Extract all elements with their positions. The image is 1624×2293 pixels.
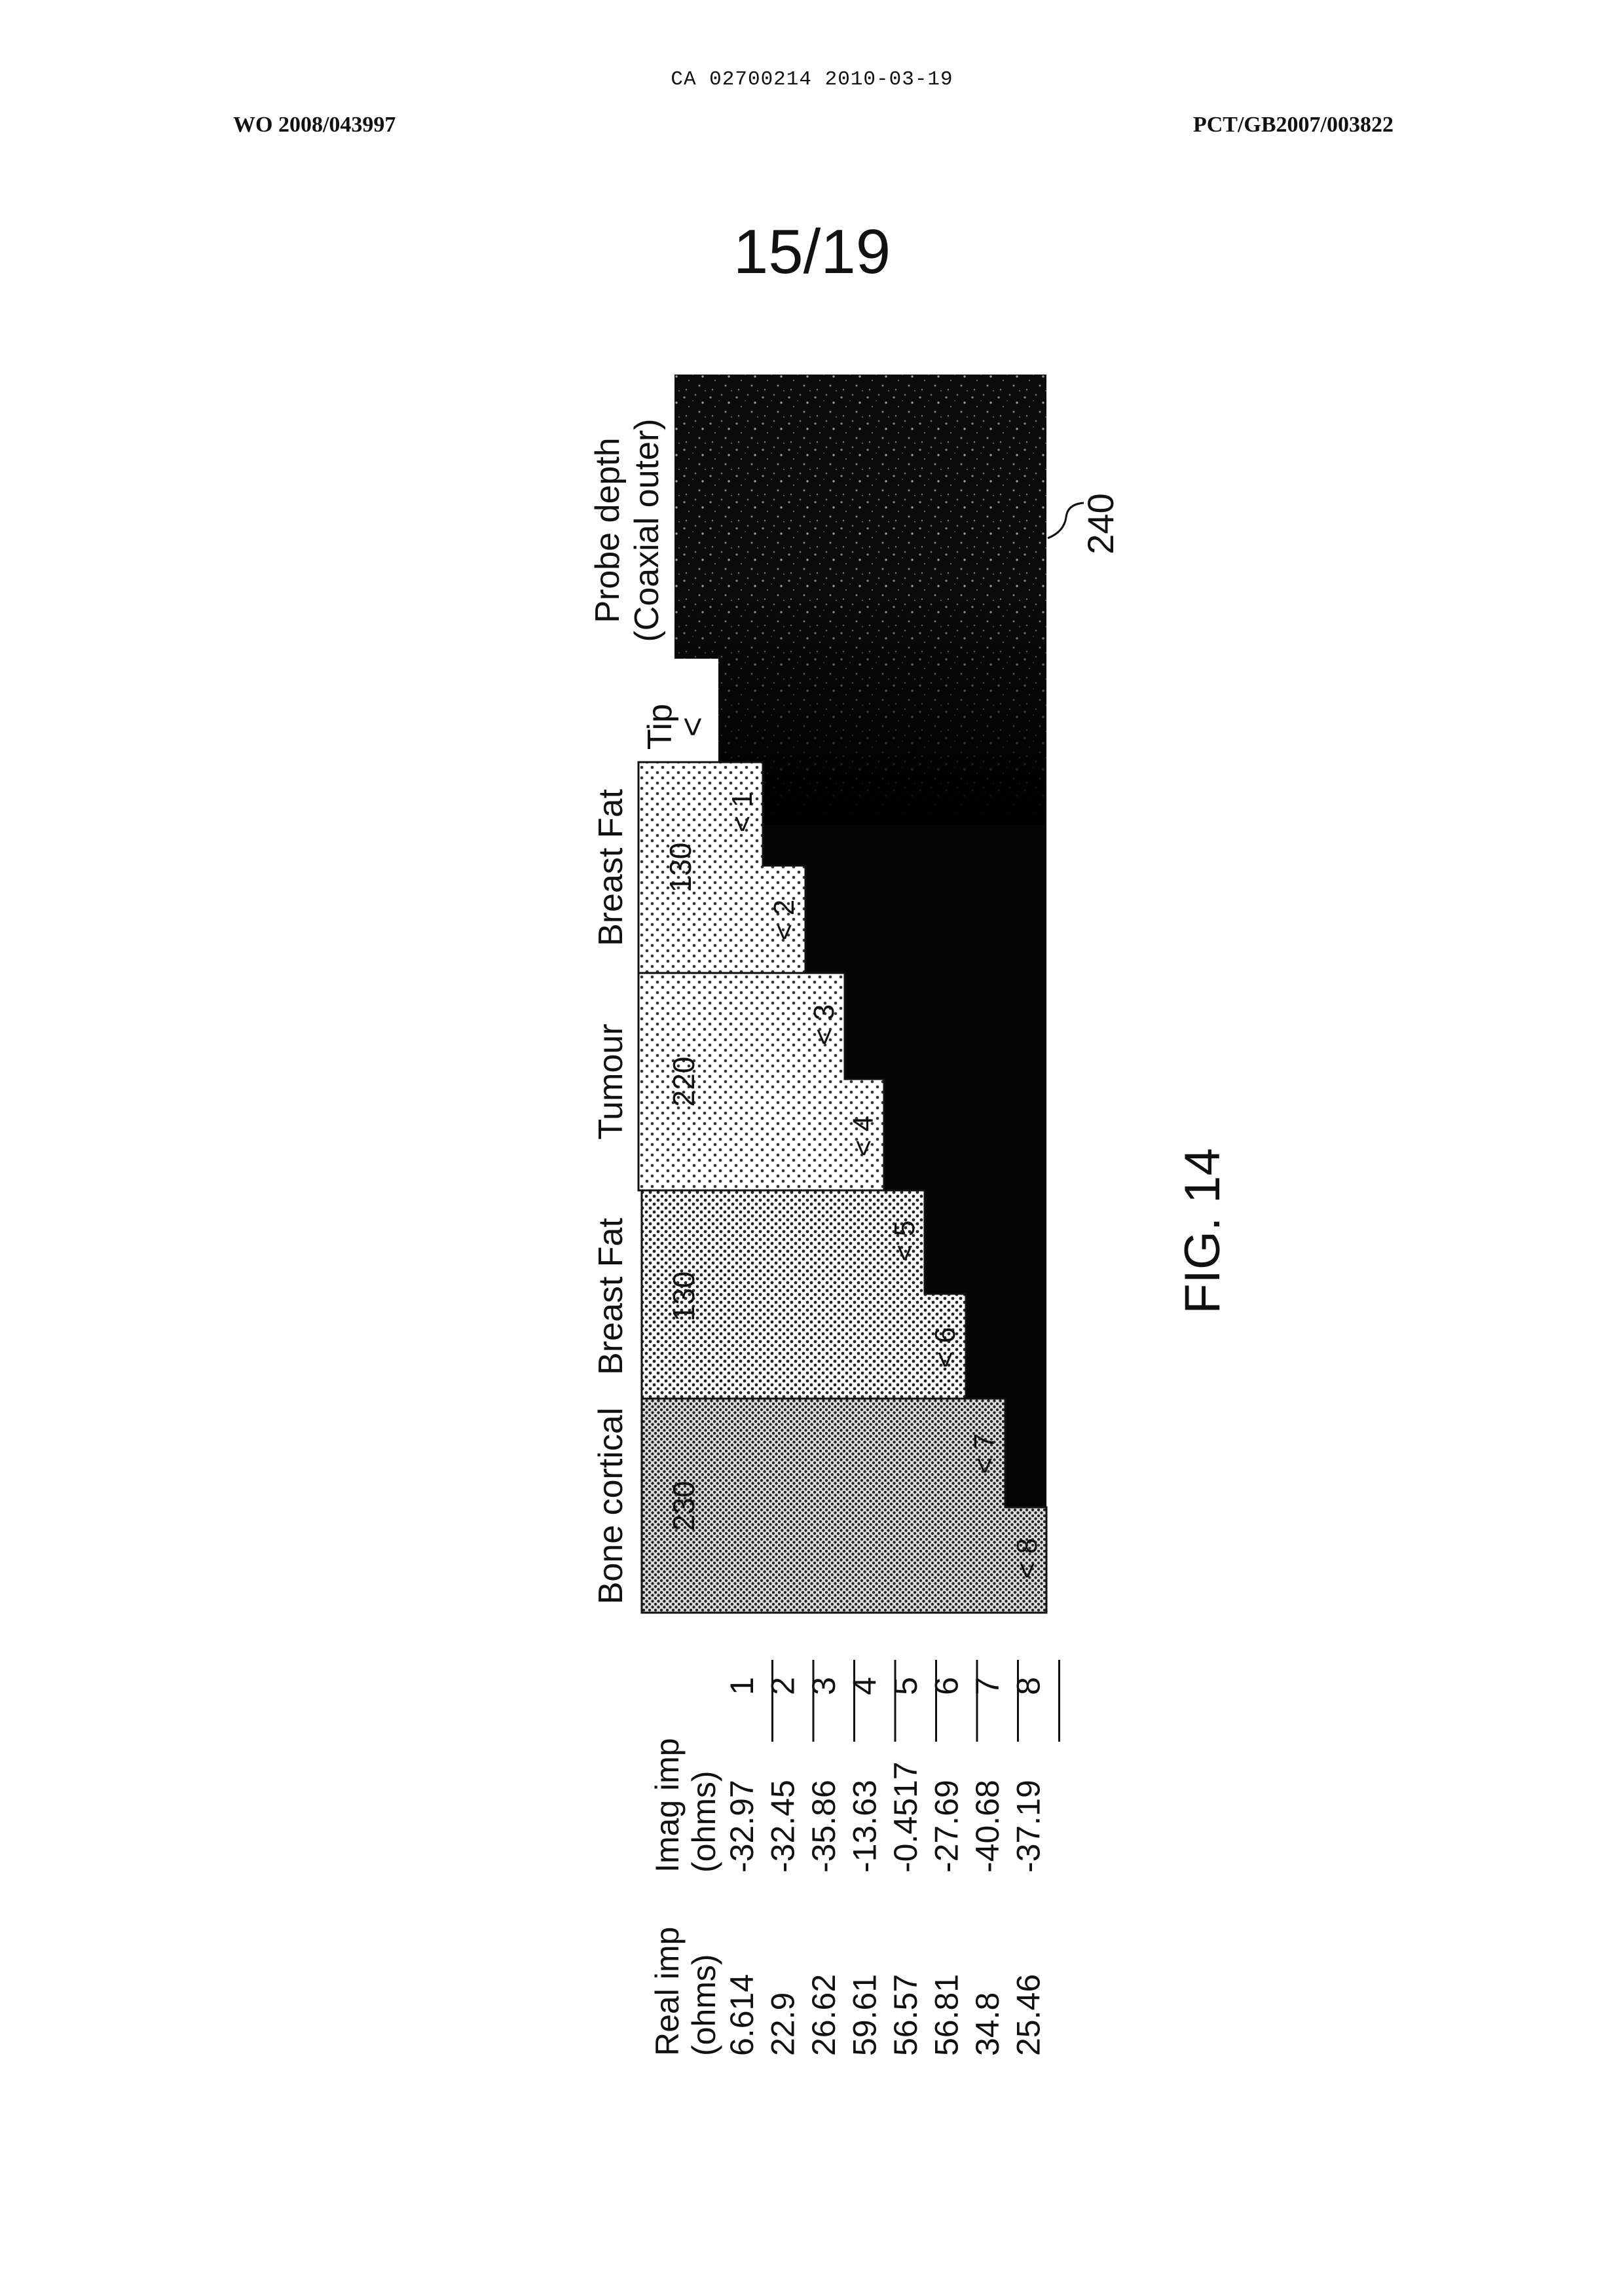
real-imp-value: 6.614 <box>724 1974 760 2056</box>
row-index: 8 <box>1010 1677 1047 1695</box>
imag-imp-value: -27.69 <box>929 1780 965 1873</box>
marker-1: < 1 <box>726 792 758 832</box>
real-imp-value: 59.61 <box>847 1974 883 2056</box>
row-index: 7 <box>969 1677 1006 1695</box>
row-index: 2 <box>765 1677 802 1695</box>
ref-130-a: 130 <box>663 843 697 893</box>
label-breast-fat-2: Breast Fat <box>592 1218 630 1375</box>
ref-220: 220 <box>667 1057 701 1107</box>
label-coaxial-outer: (Coaxial outer) <box>628 418 666 642</box>
figure-caption: FIG. 14 <box>1175 1148 1230 1313</box>
real-imp-units: (ohms) <box>686 1954 722 2056</box>
ref-240-leader <box>1048 503 1084 538</box>
ref-240: 240 <box>1080 493 1121 554</box>
probe-tip-gap <box>674 659 718 763</box>
imag-imp-value: -35.86 <box>805 1780 842 1873</box>
tip-marker: < <box>674 717 712 737</box>
row-index: 1 <box>724 1677 760 1695</box>
real-imp-value: 56.57 <box>887 1974 924 2056</box>
imag-imp-header: Imag imp <box>649 1738 686 1873</box>
imag-imp-value: -13.63 <box>847 1780 883 1873</box>
row-index: 5 <box>887 1677 924 1695</box>
real-imp-value: 56.81 <box>929 1974 965 2056</box>
imag-imp-units: (ohms) <box>686 1770 722 1873</box>
label-breast-fat-1: Breast Fat <box>592 789 630 946</box>
imag-imp-value: -37.19 <box>1010 1780 1047 1873</box>
marker-5: < 5 <box>889 1220 921 1261</box>
real-imp-value: 22.9 <box>765 1992 802 2056</box>
ref-130-b: 130 <box>667 1272 701 1322</box>
marker-4: < 4 <box>847 1116 879 1156</box>
region-bone-cortical <box>642 1399 1046 1613</box>
marker-2: < 2 <box>768 900 800 940</box>
ref-230: 230 <box>667 1481 701 1532</box>
marker-3: < 3 <box>808 1004 840 1045</box>
real-imp-value: 25.46 <box>1010 1974 1047 2056</box>
row-index: 4 <box>847 1677 883 1695</box>
real-imp-value: 26.62 <box>805 1974 842 2056</box>
imag-imp-value: -32.97 <box>724 1780 760 1873</box>
row-index: 3 <box>805 1677 842 1695</box>
label-tumour: Tumour <box>592 1023 630 1139</box>
marker-7: < 7 <box>969 1433 1001 1474</box>
imag-imp-value: -0.4517 <box>887 1761 924 1873</box>
label-probe-depth: Probe depth <box>589 437 627 623</box>
real-imp-header: Real imp <box>649 1927 686 2056</box>
imag-imp-value: -32.45 <box>765 1780 802 1873</box>
marker-6: < 6 <box>929 1327 961 1368</box>
imag-imp-value: -40.68 <box>969 1780 1006 1873</box>
real-imp-value: 34.8 <box>969 1992 1006 2056</box>
label-bone-cortical: Bone cortical <box>592 1408 630 1605</box>
marker-8: < 8 <box>1011 1538 1043 1579</box>
row-index: 6 <box>929 1677 965 1695</box>
